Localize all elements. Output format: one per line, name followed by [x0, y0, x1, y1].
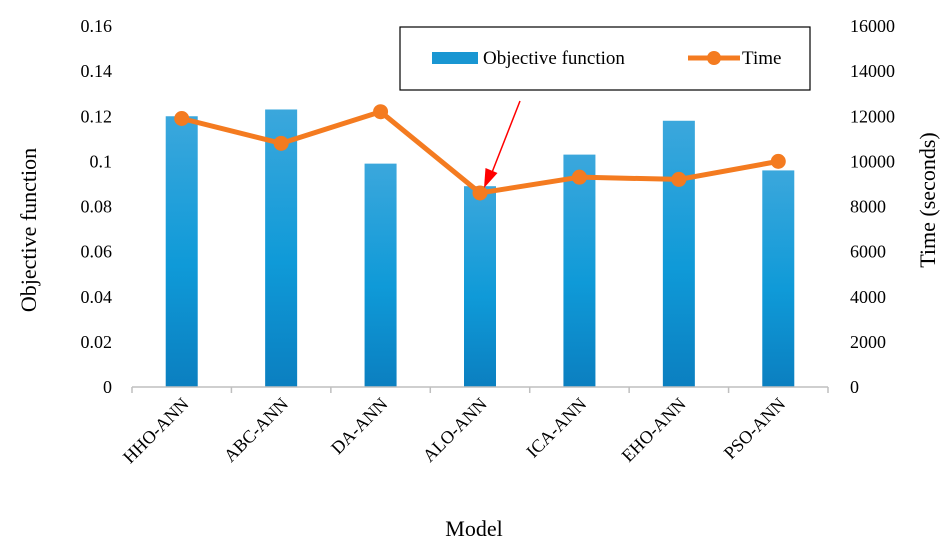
category-labels: HHO-ANN ABC-ANN DA-ANN ALO-ANN ICA-ANN EHO-AN… — [119, 394, 789, 468]
y2-tick-label: 10000 — [850, 151, 895, 171]
bar-series-objective-function — [165, 109, 795, 387]
y-tick-label: 0.04 — [81, 287, 113, 307]
bar — [364, 163, 397, 387]
annotation-arrow-line — [490, 100, 521, 176]
y2-tick-label: 8000 — [850, 197, 886, 217]
legend-bar-swatch — [432, 52, 478, 64]
y2-tick-label: 6000 — [850, 242, 886, 262]
y2-tick-label: 12000 — [850, 106, 895, 126]
time-point — [571, 169, 587, 185]
category-label: ABC-ANN — [220, 394, 292, 466]
y-tick-label: 0.06 — [81, 242, 113, 262]
y-axis-title: Objective function — [16, 148, 41, 312]
y-tick-label: 0.14 — [81, 61, 113, 81]
category-label: PSO-ANN — [720, 394, 789, 463]
legend: Objective function Time — [399, 26, 811, 91]
y2-tick-label: 16000 — [850, 16, 895, 36]
left-axis-ticks: 0 0.02 0.04 0.06 0.08 0.1 0.12 0.14 0.16 — [81, 16, 113, 397]
bar — [563, 154, 596, 387]
legend-label-objective-function: Objective function — [483, 48, 625, 69]
y-tick-label: 0.1 — [90, 151, 113, 171]
legend-label-time: Time — [742, 48, 781, 69]
line-series-time — [174, 104, 786, 201]
y2-tick-label: 2000 — [850, 332, 886, 352]
y2-axis-title: Time (seconds) — [915, 132, 940, 267]
annotation-arrow — [484, 100, 521, 188]
time-point — [472, 185, 488, 201]
legend-line-marker — [707, 51, 721, 65]
y2-tick-label: 4000 — [850, 287, 886, 307]
x-axis-ticks — [131, 387, 829, 393]
y-tick-label: 0.16 — [81, 16, 113, 36]
category-label: DA-ANN — [327, 394, 391, 458]
category-label: ALO-ANN — [419, 394, 491, 466]
category-label: ICA-ANN — [522, 394, 590, 462]
time-point — [671, 171, 687, 187]
time-point — [770, 153, 786, 169]
x-axis-title: Model — [445, 516, 502, 541]
time-point — [273, 135, 289, 151]
y-tick-label: 0.08 — [81, 197, 113, 217]
bar — [762, 170, 795, 387]
annotation-arrow-head — [484, 168, 498, 188]
bar — [464, 186, 496, 387]
y2-tick-label: 0 — [850, 377, 859, 397]
y-tick-label: 0.12 — [81, 106, 113, 126]
time-point — [373, 104, 389, 120]
category-label: HHO-ANN — [119, 394, 193, 468]
bar — [662, 120, 695, 387]
time-point — [174, 111, 190, 127]
y-tick-label: 0.02 — [81, 332, 113, 352]
right-axis-ticks: 0 2000 4000 6000 8000 10000 12000 14000 16000 — [850, 16, 895, 397]
category-label: EHO-ANN — [618, 394, 690, 466]
bar — [265, 109, 298, 387]
y2-tick-label: 14000 — [850, 61, 895, 81]
bar — [165, 116, 198, 387]
y-tick-label: 0 — [103, 377, 112, 397]
